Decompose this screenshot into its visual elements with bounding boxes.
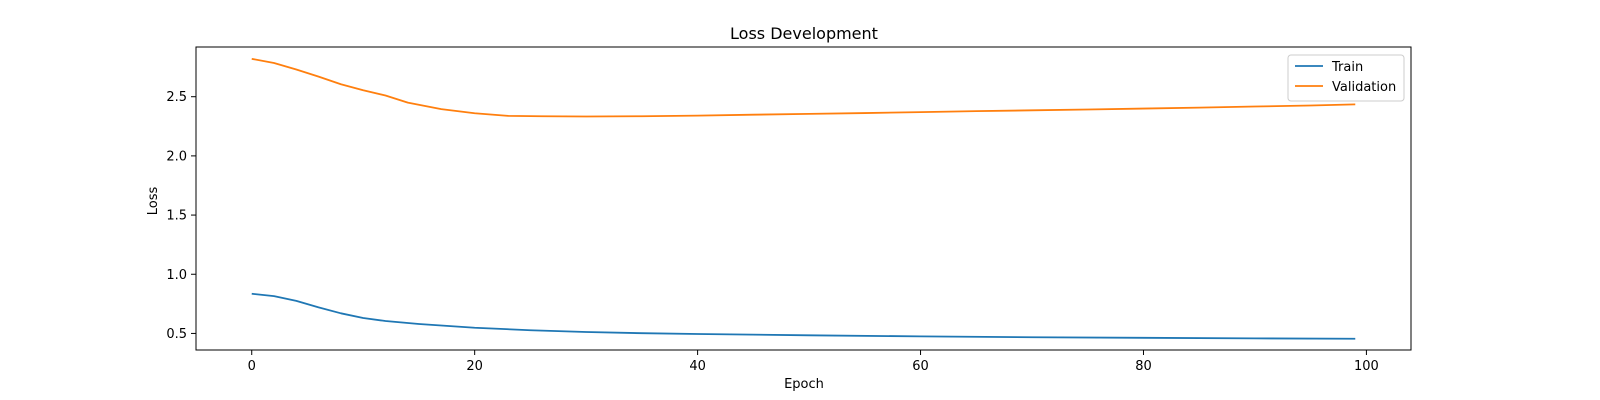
series-line-validation xyxy=(251,57,1356,118)
x-tick-label: 100 xyxy=(1354,359,1379,374)
x-tick-label: 0 xyxy=(248,359,256,374)
legend-label-train: Train xyxy=(1331,60,1363,75)
x-axis-ticks: 0 20 40 60 80 100 xyxy=(248,350,1379,374)
legend-label-validation: Validation xyxy=(1332,80,1396,95)
y-tick-label: 1.0 xyxy=(166,268,187,283)
y-tick-label: 2.5 xyxy=(166,90,187,105)
y-tick-label: 1.5 xyxy=(166,209,187,224)
series-layer xyxy=(251,57,1356,340)
chart-title: Loss Development xyxy=(730,24,878,43)
x-tick-label: 80 xyxy=(1135,359,1152,374)
x-axis-label: Epoch xyxy=(784,377,824,392)
legend: Train Validation xyxy=(1287,54,1405,102)
y-axis-label: Loss xyxy=(146,187,161,216)
y-tick-label: 2.0 xyxy=(166,149,187,164)
series-line-train xyxy=(251,292,1356,340)
y-tick-label: 0.5 xyxy=(166,327,187,342)
x-tick-label: 20 xyxy=(466,359,483,374)
x-tick-label: 60 xyxy=(912,359,929,374)
plot-frame xyxy=(195,46,1412,351)
x-tick-label: 40 xyxy=(689,359,706,374)
y-axis-ticks: 0.5 1.0 1.5 2.0 2.5 xyxy=(166,90,196,342)
